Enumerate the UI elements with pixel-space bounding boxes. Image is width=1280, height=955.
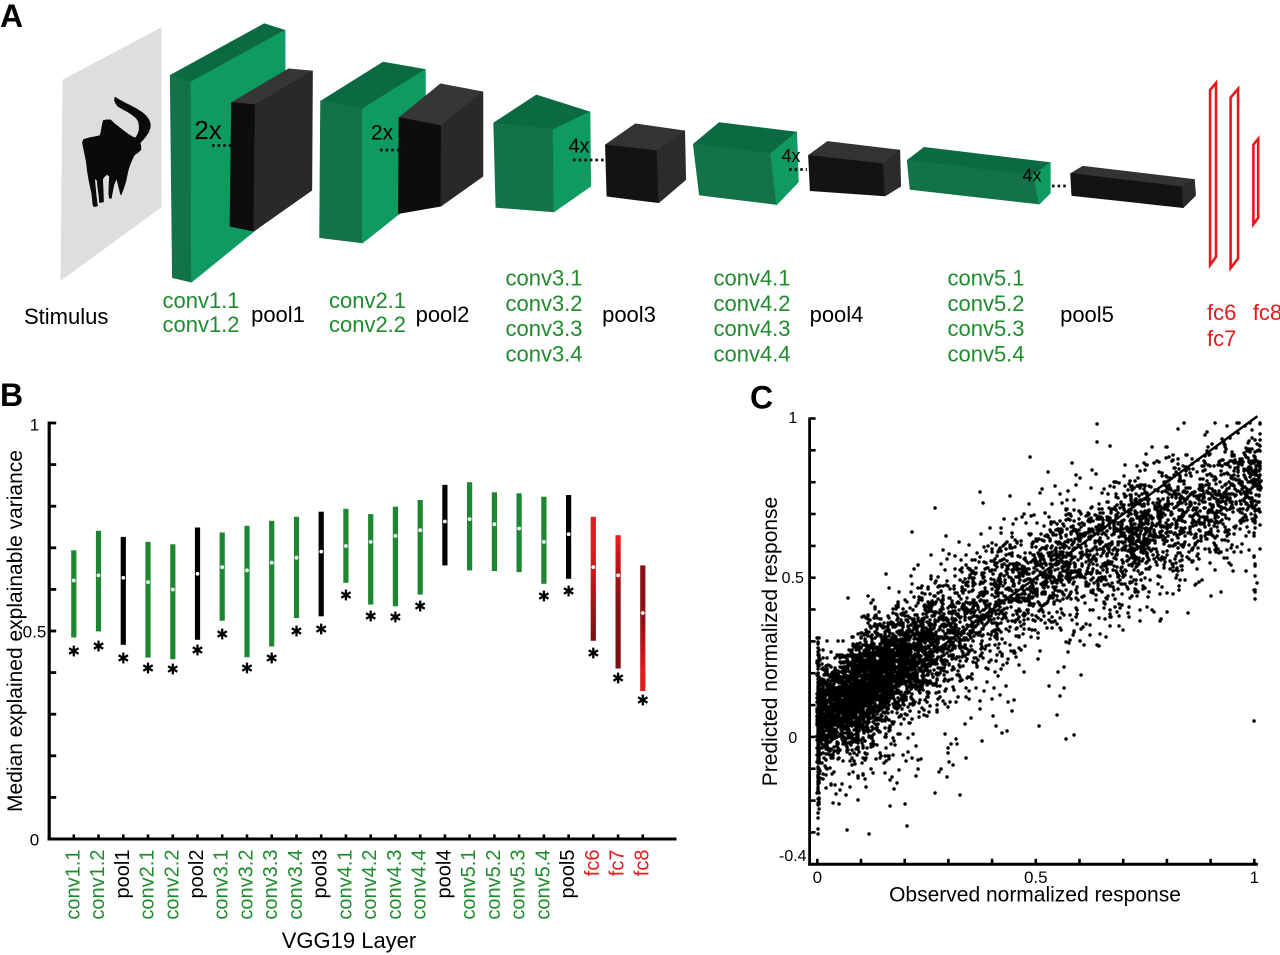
svg-text:conv1.1: conv1.1 [62, 850, 84, 920]
svg-text:conv4.2: conv4.2 [359, 850, 381, 920]
svg-text:conv3.1: conv3.1 [505, 266, 582, 291]
svg-text:conv4.1: conv4.1 [334, 850, 356, 920]
svg-text:fc8: fc8 [631, 850, 653, 877]
svg-text:pool2: pool2 [416, 302, 470, 327]
svg-text:0.5: 0.5 [23, 622, 47, 641]
svg-text:pool5: pool5 [557, 850, 579, 899]
svg-text:conv5.1: conv5.1 [947, 266, 1024, 291]
svg-text:pool4: pool4 [433, 850, 455, 899]
svg-text:4x: 4x [1022, 166, 1041, 186]
svg-text:Median explained explainable v: Median explained explainable variance [4, 450, 27, 812]
svg-text:conv5.3: conv5.3 [947, 316, 1024, 341]
svg-text:C: C [750, 380, 773, 416]
svg-text:fc6: fc6 [582, 850, 604, 877]
svg-text:conv4.2: conv4.2 [713, 291, 790, 316]
svg-text:pool1: pool1 [112, 850, 134, 899]
svg-text:conv3.4: conv3.4 [285, 850, 307, 920]
svg-text:conv5.4: conv5.4 [947, 341, 1024, 366]
svg-text:1: 1 [30, 415, 39, 434]
svg-text:fc7: fc7 [607, 850, 629, 877]
svg-text:0: 0 [813, 868, 822, 887]
svg-text:4x: 4x [781, 146, 800, 166]
svg-text:1: 1 [788, 410, 797, 427]
svg-text:fc7: fc7 [1207, 326, 1236, 351]
svg-text:conv5.3: conv5.3 [508, 850, 530, 920]
svg-text:conv2.1: conv2.1 [137, 850, 159, 920]
svg-text:conv4.3: conv4.3 [713, 316, 790, 341]
svg-text:2x: 2x [371, 122, 394, 145]
svg-text:Stimulus: Stimulus [24, 304, 108, 329]
svg-text:conv1.2: conv1.2 [162, 312, 239, 337]
svg-text:conv2.2: conv2.2 [161, 850, 183, 920]
svg-text:conv4.3: conv4.3 [384, 850, 406, 920]
svg-text:-0.4: -0.4 [779, 848, 807, 865]
svg-text:pool3: pool3 [602, 302, 656, 327]
svg-text:VGG19 Layer: VGG19 Layer [282, 928, 417, 953]
svg-text:pool2: pool2 [186, 850, 208, 899]
svg-text:conv3.3: conv3.3 [505, 316, 582, 341]
svg-text:conv5.2: conv5.2 [483, 850, 505, 920]
svg-text:Observed normalized response: Observed normalized response [889, 884, 1181, 907]
svg-text:pool3: pool3 [310, 850, 332, 899]
svg-text:B: B [0, 377, 23, 413]
svg-text:conv4.1: conv4.1 [713, 266, 790, 291]
svg-text:conv4.4: conv4.4 [713, 341, 790, 366]
svg-text:conv5.2: conv5.2 [947, 291, 1024, 316]
svg-text:conv2.1: conv2.1 [329, 288, 406, 313]
svg-text:conv1.1: conv1.1 [162, 288, 239, 313]
svg-text:conv4.4: conv4.4 [409, 850, 431, 920]
svg-text:pool1: pool1 [251, 302, 305, 327]
svg-text:fc6: fc6 [1207, 300, 1236, 325]
svg-text:conv3.4: conv3.4 [505, 341, 582, 366]
svg-text:Predicted normalized response: Predicted normalized response [759, 497, 782, 787]
svg-text:0: 0 [30, 831, 39, 850]
svg-text:conv3.1: conv3.1 [211, 850, 233, 920]
svg-text:fc8: fc8 [1253, 300, 1280, 325]
svg-text:conv3.2: conv3.2 [236, 850, 258, 920]
svg-text:4x: 4x [568, 136, 589, 158]
svg-text:conv2.2: conv2.2 [329, 312, 406, 337]
svg-text:pool5: pool5 [1060, 302, 1114, 327]
svg-text:conv5.1: conv5.1 [458, 850, 480, 920]
svg-text:conv1.2: conv1.2 [87, 850, 109, 920]
svg-text:0: 0 [788, 730, 797, 747]
svg-text:A: A [0, 0, 23, 34]
svg-text:1: 1 [1250, 868, 1259, 887]
svg-text:pool4: pool4 [810, 302, 864, 327]
svg-text:0.5: 0.5 [782, 570, 804, 587]
svg-text:2x: 2x [194, 115, 221, 145]
svg-text:conv3.3: conv3.3 [260, 850, 282, 920]
svg-text:conv3.2: conv3.2 [505, 291, 582, 316]
svg-text:conv5.4: conv5.4 [532, 850, 554, 920]
svg-text:0.5: 0.5 [1024, 868, 1048, 887]
